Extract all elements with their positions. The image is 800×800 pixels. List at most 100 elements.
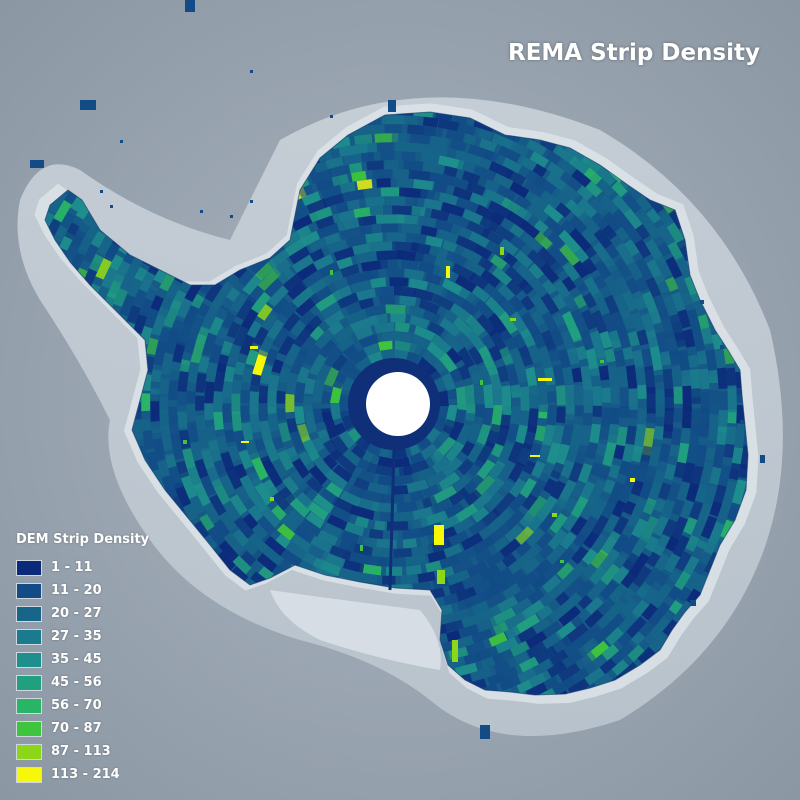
density-cell bbox=[323, 343, 345, 368]
density-cell bbox=[603, 211, 623, 233]
density-cell bbox=[186, 399, 196, 423]
density-cell bbox=[317, 529, 338, 546]
density-cell bbox=[598, 365, 610, 381]
density-cell bbox=[90, 230, 106, 248]
density-cell bbox=[306, 476, 324, 494]
density-cell bbox=[309, 168, 333, 184]
density-cell bbox=[414, 325, 436, 342]
density-cell bbox=[610, 384, 620, 404]
high-density-strip bbox=[560, 560, 564, 563]
density-cell bbox=[240, 307, 260, 330]
density-cell bbox=[686, 346, 699, 368]
legend-item: 113 - 214 bbox=[16, 763, 149, 786]
density-cell bbox=[518, 278, 534, 295]
density-cell bbox=[533, 528, 557, 553]
density-cell bbox=[530, 309, 546, 327]
density-cell bbox=[299, 230, 320, 247]
density-cell bbox=[530, 658, 555, 677]
density-cell bbox=[272, 297, 290, 316]
density-cell bbox=[599, 424, 610, 441]
density-cell bbox=[542, 574, 562, 594]
density-cell bbox=[342, 188, 367, 203]
density-cell bbox=[600, 407, 611, 427]
density-cell bbox=[187, 356, 201, 384]
density-cell bbox=[652, 460, 668, 490]
density-cell bbox=[465, 259, 486, 277]
density-cell bbox=[496, 365, 510, 383]
density-cell bbox=[342, 343, 358, 359]
density-cell bbox=[458, 532, 484, 552]
density-cell bbox=[709, 389, 719, 415]
density-cell bbox=[547, 528, 568, 551]
density-cell bbox=[657, 208, 676, 229]
density-cell bbox=[211, 291, 227, 310]
density-cell bbox=[443, 593, 459, 606]
density-cell bbox=[635, 194, 652, 212]
density-cell bbox=[240, 405, 251, 424]
density-cell bbox=[625, 425, 637, 445]
density-cell bbox=[572, 532, 588, 548]
density-cell bbox=[550, 497, 568, 518]
density-cell bbox=[385, 566, 403, 576]
density-cell bbox=[153, 341, 167, 366]
density-cell bbox=[605, 599, 626, 621]
density-cell bbox=[516, 154, 538, 171]
density-cell bbox=[261, 534, 286, 557]
density-cell bbox=[195, 325, 210, 345]
density-cell bbox=[601, 387, 611, 403]
density-cell bbox=[408, 169, 432, 181]
density-cell bbox=[681, 291, 694, 307]
density-cell bbox=[304, 543, 329, 562]
density-cell bbox=[558, 605, 582, 627]
density-cell bbox=[391, 133, 407, 143]
density-cell bbox=[603, 513, 620, 534]
density-cell bbox=[339, 490, 361, 507]
density-cell bbox=[488, 632, 508, 647]
density-cell bbox=[708, 369, 719, 384]
density-cell bbox=[439, 317, 463, 338]
density-cell bbox=[215, 305, 229, 321]
density-cell bbox=[727, 502, 741, 521]
density-cell bbox=[229, 494, 248, 516]
density-cell bbox=[662, 424, 674, 439]
density-cell bbox=[393, 169, 413, 179]
density-cell bbox=[552, 144, 577, 165]
density-cell bbox=[495, 225, 516, 243]
density-cell bbox=[598, 464, 612, 481]
density-cell bbox=[447, 213, 471, 229]
density-cell bbox=[376, 250, 403, 260]
density-cell bbox=[451, 262, 476, 282]
density-cell bbox=[673, 461, 686, 479]
density-cell bbox=[485, 550, 506, 569]
density-cell bbox=[605, 243, 620, 260]
density-cell bbox=[445, 129, 467, 143]
density-cell bbox=[410, 544, 434, 557]
density-cell bbox=[119, 293, 136, 317]
density-cell bbox=[447, 388, 458, 400]
density-cell bbox=[294, 379, 306, 403]
density-cell bbox=[668, 600, 683, 615]
density-cell bbox=[412, 506, 434, 521]
density-cell bbox=[581, 563, 598, 580]
island bbox=[200, 210, 203, 213]
density-cell bbox=[397, 214, 420, 225]
island bbox=[80, 100, 96, 110]
density-cell bbox=[686, 308, 702, 333]
legend-swatch bbox=[16, 766, 42, 783]
density-cell bbox=[400, 259, 419, 270]
density-cell bbox=[515, 526, 535, 545]
density-cell bbox=[341, 448, 361, 467]
density-cell bbox=[351, 170, 367, 182]
density-cell bbox=[536, 688, 557, 695]
density-cell bbox=[406, 351, 421, 364]
density-cell bbox=[380, 349, 396, 360]
density-cell bbox=[667, 585, 682, 601]
density-cell bbox=[569, 328, 583, 343]
density-cell bbox=[649, 345, 664, 376]
density-cell bbox=[673, 571, 691, 592]
density-cell bbox=[455, 196, 484, 215]
density-cell bbox=[700, 461, 714, 485]
density-cell bbox=[653, 425, 665, 441]
density-cell bbox=[200, 447, 215, 470]
density-cell bbox=[262, 479, 279, 498]
